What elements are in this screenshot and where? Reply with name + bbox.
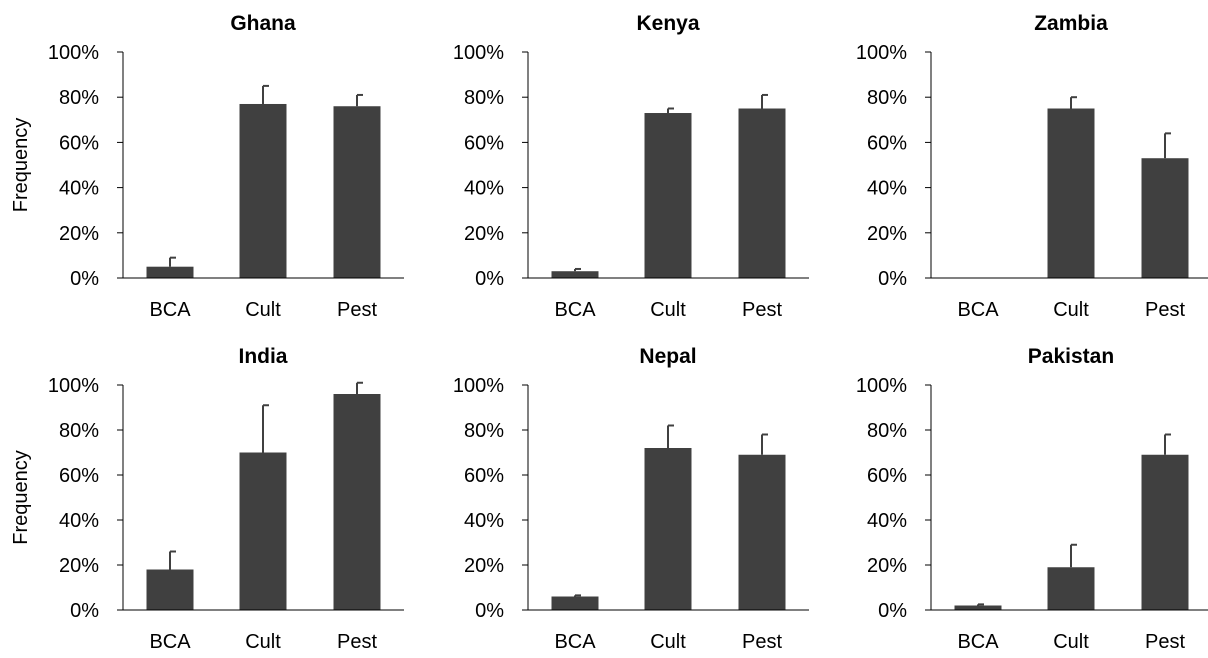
panel-title: Nepal [639, 345, 696, 368]
x-category-label: Pest [1145, 631, 1185, 653]
bar-bca [146, 266, 194, 278]
x-category-label: BCA [554, 631, 596, 653]
y-tick-label: 100% [48, 42, 99, 64]
y-axis-title: Frequency [10, 450, 32, 545]
bar-cult [644, 448, 692, 610]
y-tick-label: 20% [59, 555, 99, 577]
panel-title: Zambia [1034, 12, 1108, 35]
x-category-label: Pest [337, 299, 377, 321]
x-category-label: BCA [957, 299, 999, 321]
x-category-label: Pest [1145, 299, 1185, 321]
panel-pakistan: Pakistan 0% 20% 40% 60% 80% 100% BCA Cult Pest [856, 345, 1208, 653]
y-tick-label: 80% [867, 420, 907, 442]
x-category-label: Cult [1053, 631, 1089, 653]
bar-cult [644, 113, 692, 279]
x-category-label: Cult [650, 631, 686, 653]
bar-cult [1047, 108, 1095, 278]
bar-pest [1141, 454, 1189, 610]
y-tick-label: 0% [70, 600, 99, 622]
y-tick-label: 40% [867, 510, 907, 532]
x-category-label: BCA [957, 631, 999, 653]
y-tick-label: 80% [867, 87, 907, 109]
y-tick-label: 40% [464, 510, 504, 532]
panel-zambia: Zambia 0% 20% 40% 60% 80% 100% BCA Cult Pest [856, 12, 1208, 321]
x-category-label: Cult [1053, 299, 1089, 321]
y-tick-label: 40% [867, 178, 907, 200]
panel-nepal: Nepal 0% 20% 40% 60% 80% 100% BCA Cult Pest [453, 345, 809, 653]
y-tick-label: 20% [867, 555, 907, 577]
bar-pest [333, 106, 381, 279]
x-category-label: BCA [149, 631, 191, 653]
y-tick-label: 0% [475, 268, 504, 290]
panel-title: Pakistan [1028, 345, 1114, 368]
y-tick-label: 60% [464, 465, 504, 487]
y-tick-label: 80% [59, 87, 99, 109]
y-tick-label: 40% [59, 510, 99, 532]
y-tick-label: 60% [464, 132, 504, 154]
panel-kenya: Kenya 0% 20% 40% 60% 80% 100% BCA Cult Pest [453, 12, 809, 321]
x-category-label: Pest [337, 631, 377, 653]
y-tick-label: 100% [856, 42, 907, 64]
bar-bca [954, 605, 1002, 610]
panel-title: Kenya [636, 12, 699, 35]
x-category-label: Cult [245, 631, 281, 653]
y-tick-label: 100% [453, 375, 504, 397]
y-tick-label: 60% [867, 465, 907, 487]
y-tick-label: 60% [867, 132, 907, 154]
x-category-label: BCA [149, 299, 191, 321]
bar-pest [738, 454, 786, 610]
y-tick-label: 100% [856, 375, 907, 397]
y-tick-label: 20% [464, 223, 504, 245]
y-tick-label: 0% [70, 268, 99, 290]
y-tick-label: 80% [464, 420, 504, 442]
bar-cult [1047, 567, 1095, 610]
x-category-label: Cult [650, 299, 686, 321]
y-tick-label: 20% [59, 223, 99, 245]
y-tick-label: 100% [453, 42, 504, 64]
y-axis-title: Frequency [10, 118, 32, 213]
panel-ghana: Ghana Frequency 0% 20% 40% 60% 80% 100% BCA Cult P… [10, 12, 404, 321]
y-tick-label: 80% [59, 420, 99, 442]
panel-title: India [238, 345, 287, 368]
bar-pest [333, 394, 381, 610]
bar-cult [239, 103, 287, 278]
bar-cult [239, 452, 287, 610]
y-tick-label: 40% [464, 178, 504, 200]
bar-bca [146, 569, 194, 610]
bar-bca [551, 271, 599, 278]
panel-india: India Frequency 0% 20% 40% 60% 80% 100% BCA Cult P… [10, 345, 404, 653]
y-tick-label: 60% [59, 465, 99, 487]
y-tick-label: 40% [59, 178, 99, 200]
bar-pest [1141, 158, 1189, 278]
y-tick-label: 100% [48, 375, 99, 397]
bar-pest [738, 108, 786, 278]
x-category-label: Pest [742, 299, 782, 321]
bar-bca [551, 596, 599, 610]
panel-title: Ghana [230, 12, 296, 35]
y-tick-label: 0% [878, 600, 907, 622]
x-category-label: Cult [245, 299, 281, 321]
y-tick-label: 0% [475, 600, 504, 622]
y-tick-label: 80% [464, 87, 504, 109]
x-category-label: Pest [742, 631, 782, 653]
y-tick-label: 20% [867, 223, 907, 245]
y-tick-label: 60% [59, 132, 99, 154]
x-category-label: BCA [554, 299, 596, 321]
y-tick-label: 20% [464, 555, 504, 577]
y-tick-label: 0% [878, 268, 907, 290]
